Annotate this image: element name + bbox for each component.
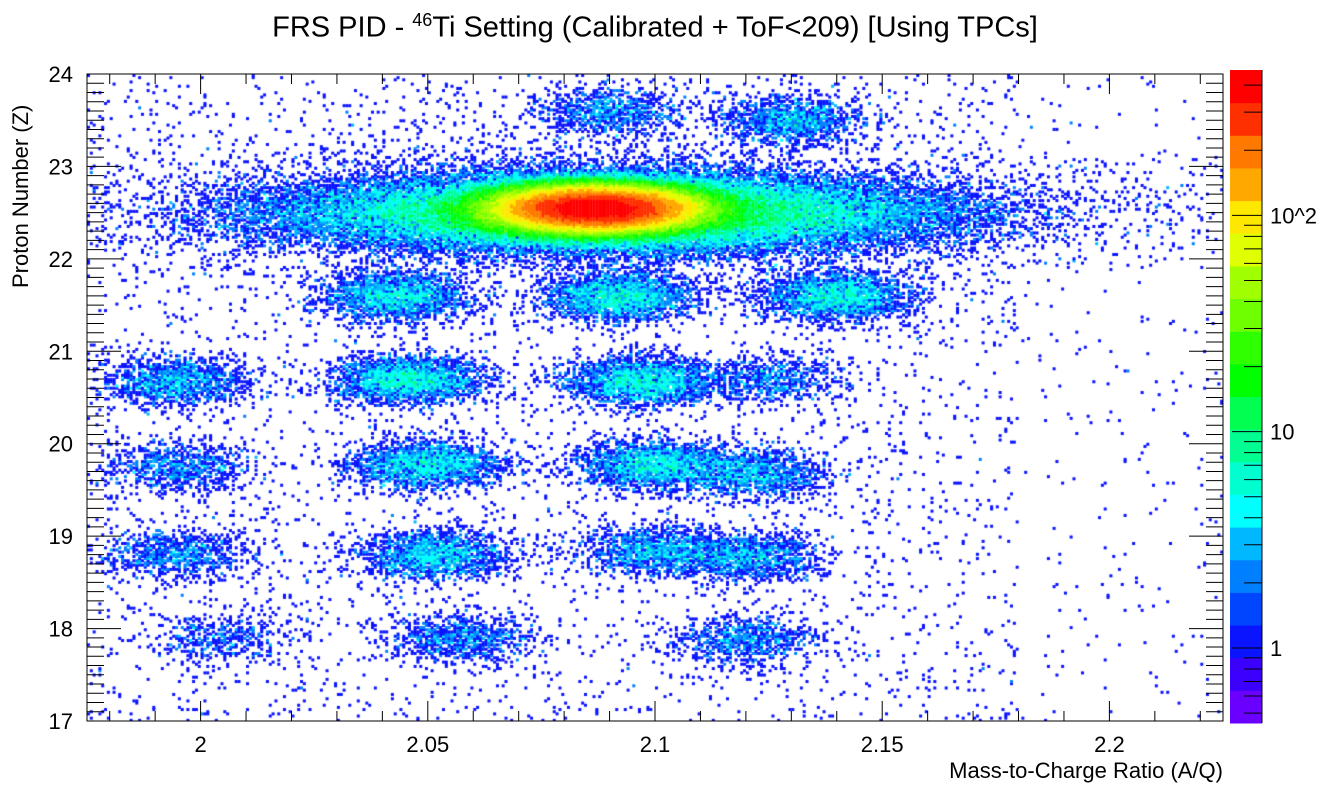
y-axis-label: Proton Number (Z) <box>8 104 33 288</box>
colorbar-segment <box>1230 690 1262 724</box>
x-tick-label: 2.1 <box>640 732 671 757</box>
y-tick-label: 24 <box>49 62 73 87</box>
colorbar-segment <box>1230 625 1262 659</box>
colorbar-segment <box>1230 592 1262 626</box>
x-tick-label: 2.2 <box>1094 732 1125 757</box>
colorbar-segment <box>1230 135 1262 169</box>
y-tick-label: 21 <box>49 339 73 364</box>
colorbar-segment <box>1230 494 1262 528</box>
colorbar-segment <box>1230 331 1262 365</box>
chart-title: FRS PID - 46Ti Setting (Calibrated + ToF… <box>272 10 1038 44</box>
colorbar-segment <box>1230 167 1262 202</box>
colorbar-tick-label: 10^2 <box>1270 203 1317 228</box>
y-tick-label: 23 <box>49 154 73 179</box>
colorbar-segment <box>1230 461 1262 495</box>
colorbar-tick-label: 1 <box>1270 636 1282 661</box>
colorbar-segment <box>1230 200 1262 234</box>
colorbar-segment <box>1230 657 1262 691</box>
x-tick-label: 2.05 <box>406 732 449 757</box>
heatmap-bins <box>87 74 1223 721</box>
colorbar-segment <box>1230 363 1262 397</box>
colorbar-segment <box>1230 102 1262 136</box>
x-tick-label: 2.15 <box>861 732 904 757</box>
y-tick-label: 22 <box>49 247 73 272</box>
colorbar-segment <box>1230 265 1262 300</box>
colorbar-segment <box>1230 527 1262 561</box>
colorbar-segment <box>1230 298 1262 332</box>
y-tick-label: 17 <box>49 709 73 734</box>
y-tick-label: 19 <box>49 524 73 549</box>
colorbar-tick-label: 10 <box>1270 420 1294 445</box>
colorbar-segment <box>1230 429 1262 463</box>
colorbar-segment <box>1230 70 1262 104</box>
y-tick-label: 18 <box>49 617 73 642</box>
x-tick-label: 2 <box>194 732 206 757</box>
plot-frame <box>86 73 1224 722</box>
colorbar-segment <box>1230 559 1262 593</box>
y-tick-label: 20 <box>49 432 73 457</box>
colorbar-segment <box>1230 233 1262 267</box>
x-axis-label: Mass-to-Charge Ratio (A/Q) <box>949 758 1223 783</box>
colorbar-segment <box>1230 396 1262 430</box>
